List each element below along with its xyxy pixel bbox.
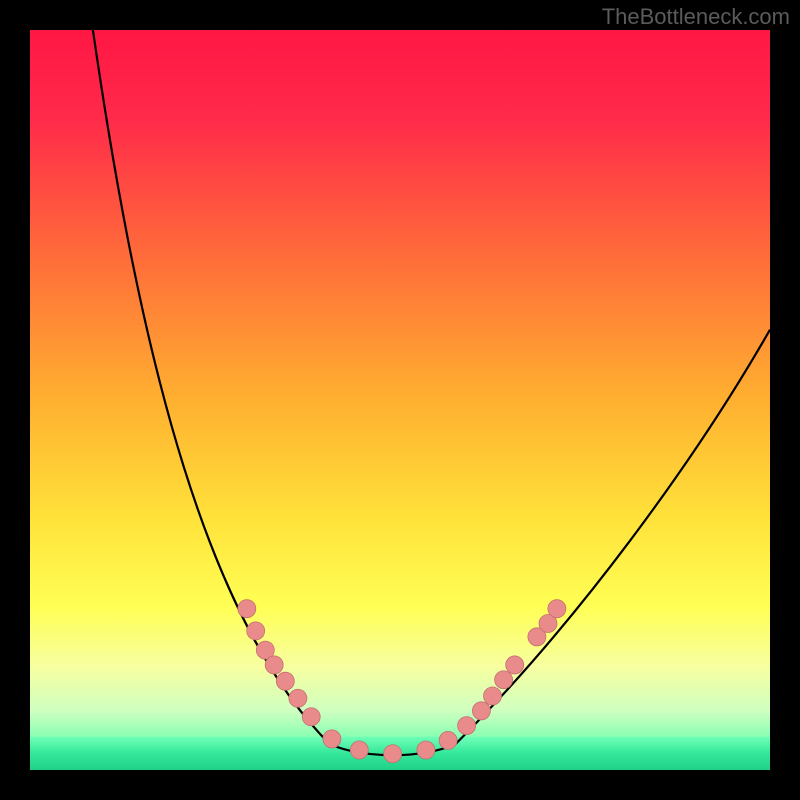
- data-marker: [289, 689, 307, 707]
- data-marker: [417, 741, 435, 759]
- gradient-background: [30, 30, 770, 770]
- plot-area: [30, 30, 770, 770]
- data-marker: [439, 731, 457, 749]
- data-marker: [384, 745, 402, 763]
- data-marker: [238, 600, 256, 618]
- data-marker: [247, 622, 265, 640]
- data-marker: [302, 708, 320, 726]
- data-marker: [472, 702, 490, 720]
- data-marker: [265, 656, 283, 674]
- data-marker: [458, 717, 476, 735]
- data-marker: [548, 600, 566, 618]
- data-marker: [495, 671, 513, 689]
- watermark-text: TheBottleneck.com: [602, 4, 790, 30]
- data-marker: [506, 656, 524, 674]
- data-marker: [350, 741, 368, 759]
- data-marker: [484, 687, 502, 705]
- chart-frame: TheBottleneck.com: [0, 0, 800, 800]
- data-marker: [323, 730, 341, 748]
- data-marker: [276, 672, 294, 690]
- plot-svg: [30, 30, 770, 770]
